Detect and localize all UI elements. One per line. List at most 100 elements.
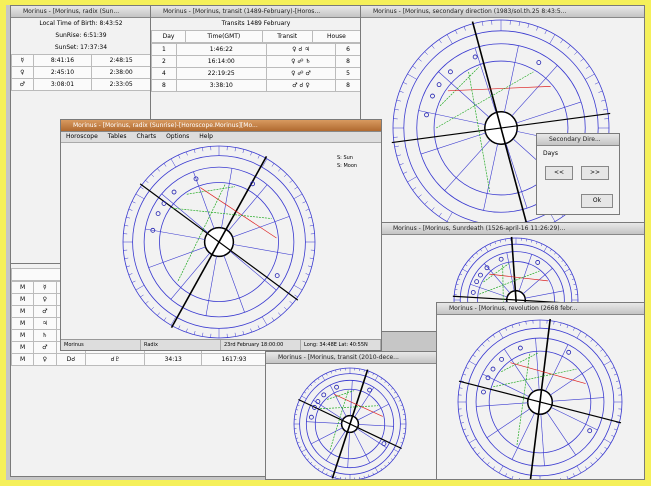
wheel-shape [490, 244, 491, 246]
table-cell: ♀ [34, 354, 57, 366]
title-bar[interactable]: Morinus - [Morinus, radix (Sunrise)-[Hor… [61, 120, 381, 132]
wheel-shape [132, 201, 135, 203]
wheel-shape [275, 274, 279, 278]
wheel-shape [536, 27, 537, 31]
wheel-shape [614, 429, 617, 430]
wheel-shape [528, 24, 529, 28]
wheel-shape [568, 45, 571, 48]
table-cell: Time(GMT) [186, 31, 263, 43]
wheel-shape [573, 328, 574, 331]
button[interactable]: Ok [581, 194, 613, 208]
wheel-shape [278, 168, 280, 171]
wheel-shape [487, 462, 489, 465]
wheel-shape [477, 349, 480, 351]
wheel-shape [481, 390, 485, 394]
wheel-shape [483, 263, 508, 281]
wheel-shape [577, 331, 581, 338]
wheel-shape [385, 465, 386, 467]
menu-item[interactable]: Options [166, 133, 189, 140]
title-bar[interactable]: Morinus - [Morinus, secondary direction … [361, 6, 644, 18]
wheel-shape [505, 473, 506, 476]
wheel-shape [413, 66, 417, 68]
wheel-shape [479, 271, 539, 294]
table-cell: 1 [152, 44, 177, 56]
wheel-shape [157, 168, 159, 171]
menu-item[interactable]: Charts [136, 133, 156, 140]
wheel-shape [459, 381, 621, 423]
table-cell: ♀ [12, 67, 34, 79]
wheel-shape [545, 30, 547, 34]
page: Morinus - [Morinus, radix (Sun... Local … [0, 0, 651, 486]
wheel-shape [314, 465, 315, 467]
wheel-shape [193, 172, 214, 229]
table-cell: 2:45:10 [33, 67, 92, 79]
title-bar[interactable]: Morinus - [Morinus, radix (Sun... [11, 6, 151, 18]
title-bar[interactable]: Secondary Dire... [537, 134, 619, 146]
wheel-shape [303, 281, 306, 283]
title-bar[interactable]: Morinus - [Morinus, revolution (2668 feb… [437, 303, 644, 315]
wheel-shape [368, 388, 372, 392]
wheel-shape [537, 61, 541, 65]
wheel-shape [499, 466, 503, 473]
menu-item[interactable]: Tables [108, 133, 127, 140]
table-cell: 8 [152, 80, 177, 92]
wheel-shape [394, 455, 396, 456]
table-cell: 4 [152, 68, 177, 80]
title-bar[interactable]: Morinus - [Morinus, transit (1489-Februa… [151, 6, 361, 18]
wheel-shape [432, 45, 435, 48]
wheel-shape [336, 370, 337, 372]
wheel-shape [550, 249, 551, 251]
table-cell: ♀ [34, 294, 57, 306]
wheel-shape [403, 172, 407, 174]
wheel-shape [391, 388, 393, 389]
wheel-shape [550, 366, 593, 395]
wheel-shape [598, 91, 602, 92]
table-cell: ☿ [34, 282, 57, 294]
wheel-shape [618, 388, 621, 389]
button[interactable]: >> [581, 166, 609, 180]
wheel-shape [297, 442, 299, 443]
title-bar[interactable]: Morinus - [Morinus, Sunrdeath (1526-apri… [381, 223, 644, 235]
wheel-shape [456, 284, 458, 285]
table-cell: M [12, 342, 34, 354]
wheel-shape [298, 399, 401, 448]
wheel-shape [482, 458, 484, 460]
wheel-shape [484, 264, 510, 293]
wheel-shape [567, 476, 568, 479]
wheel-shape [391, 459, 393, 460]
wheel-shape [471, 290, 475, 294]
wheel-shape [421, 133, 486, 154]
wheel-shape [600, 349, 603, 351]
wheel-shape [439, 213, 441, 217]
wheel-shape [178, 155, 180, 158]
wheel-shape [565, 264, 567, 265]
chart-wheel [292, 366, 408, 480]
menu-item[interactable]: Horoscope [66, 133, 98, 140]
menu-item[interactable]: Help [199, 133, 213, 140]
wheel-shape [278, 313, 280, 316]
wheel-shape [440, 67, 479, 106]
wheel-shape [489, 274, 548, 281]
wheel-shape [272, 163, 274, 166]
title-bar[interactable]: Morinus - [Morinus, transit (2010-dece..… [266, 352, 436, 364]
wheel-shape [472, 256, 474, 258]
wheel-shape [299, 447, 301, 448]
wheel-shape [577, 466, 581, 473]
wheel-shape [586, 66, 590, 68]
table-cell: ☌♇ [86, 354, 145, 366]
button[interactable]: << [545, 166, 573, 180]
wheel-shape [506, 143, 527, 208]
wheel-shape [601, 100, 605, 101]
wheel-shape [206, 256, 217, 316]
wheel-shape [368, 475, 369, 477]
wheel-shape [616, 381, 619, 382]
wheel-shape [297, 405, 299, 406]
wheel-shape [284, 174, 287, 177]
wheel-shape [310, 225, 314, 226]
wheel-shape [419, 110, 486, 124]
wheel-shape [243, 331, 244, 335]
wheel-shape [536, 242, 537, 244]
wheel-shape [136, 285, 144, 290]
wheel-shape [567, 325, 568, 328]
wheel-shape [439, 40, 441, 44]
